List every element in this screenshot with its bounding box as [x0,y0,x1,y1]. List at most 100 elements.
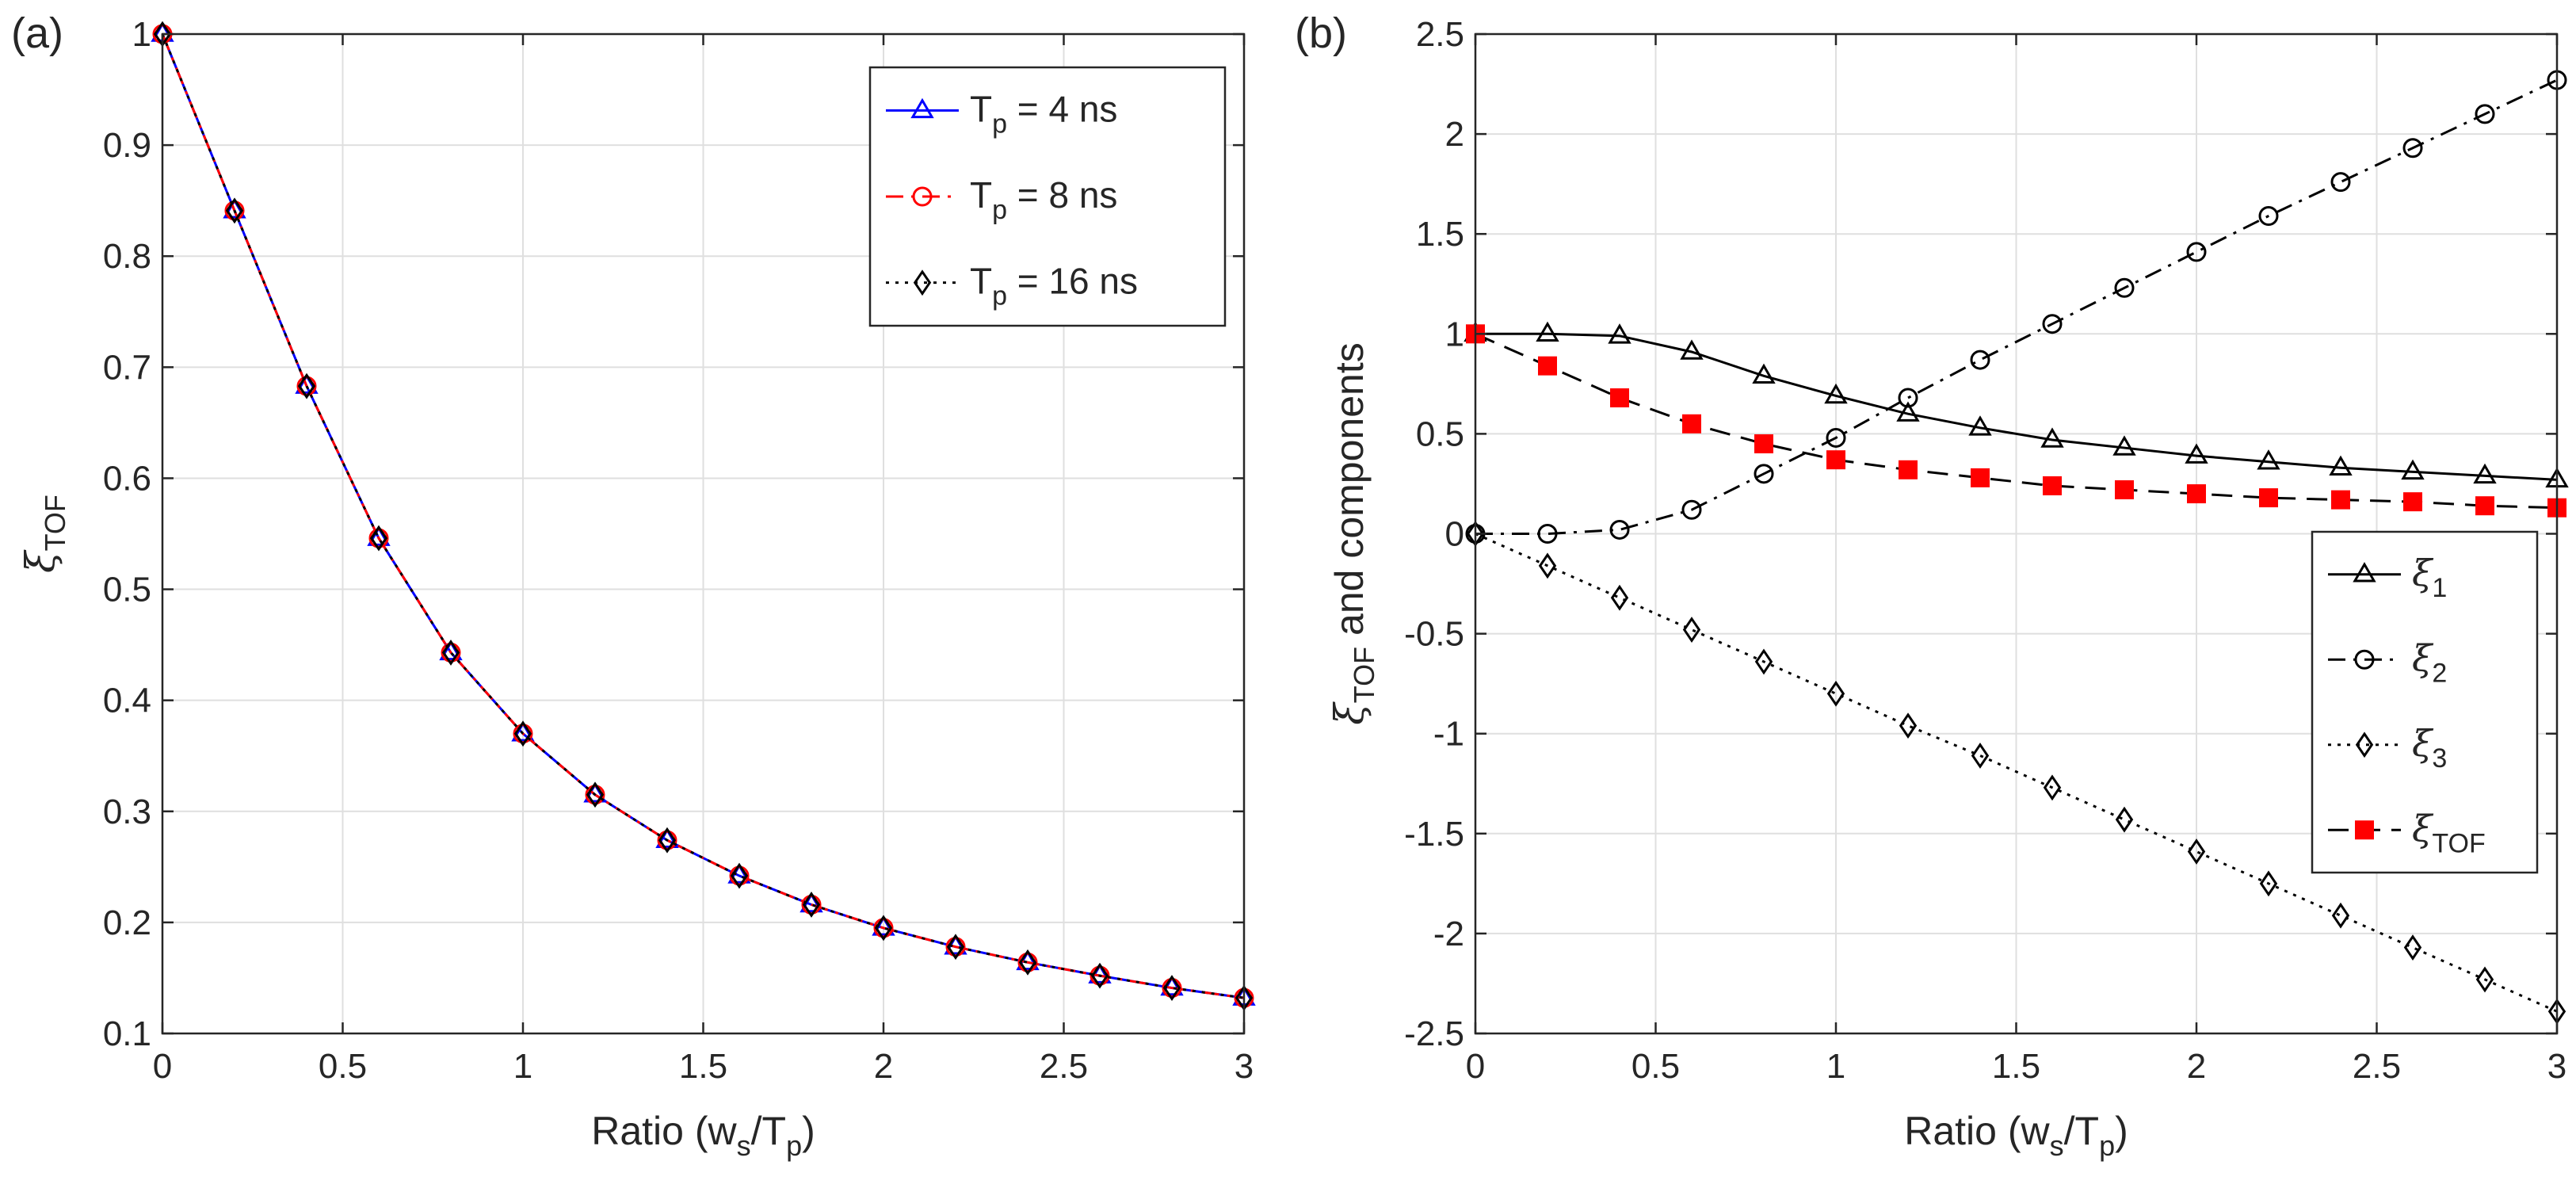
data-point [1898,388,1918,408]
legend-marker [2353,562,2376,583]
x-tick-label: 1 [513,1047,532,1086]
data-point [1682,414,1701,434]
data-point [946,934,965,961]
legend-item: Tp = 8 ns [886,174,1117,225]
data-point [2186,242,2207,262]
data-point [1826,680,1845,707]
series-2 [1465,70,2567,544]
data-point [1538,552,1557,579]
data-point [2331,490,2350,510]
legend-label: ξ1 [2412,552,2447,603]
data-point [2402,138,2423,159]
data-point [1826,450,1845,470]
data-point [1608,323,1631,344]
legend-marker [910,97,934,119]
y-tick-label: 0.8 [103,237,151,276]
x-tick-label: 2 [874,1047,893,1086]
y-tick-label: 2 [1445,115,1464,154]
x-tick-label: 0 [1466,1047,1485,1086]
x-tick-label: 1.5 [679,1047,727,1086]
legend-label: Tp = 16 ns [970,261,1138,311]
y-tick-label: 0 [1445,515,1464,554]
y-tick-label: 0.4 [103,682,151,720]
data-point [2040,427,2064,448]
data-point [441,640,460,666]
data-point [1896,401,1920,422]
data-point [1824,383,1848,404]
data-point [2115,806,2134,833]
y-tick-label: 0.1 [103,1014,151,1053]
data-point [2112,435,2136,456]
data-point [2475,496,2494,516]
legend-label: Tp = 8 ns [970,174,1117,225]
legend-item: ξ3 [2328,722,2447,774]
legend-item: Tp = 16 ns [886,261,1138,311]
y-tick-label: 2.5 [1416,15,1464,54]
data-point [225,197,244,224]
panel-a: 0 0.5 1 1.5 2 2.5 3 0.1 0.2 0.3 0.4 0.5 0.6 0.7 0.8 0.9… [11,10,1256,1162]
panel-label: (a) [11,10,63,57]
series-1 [1464,321,2569,488]
data-point [1536,321,1559,342]
y-tick-label: -1 [1433,715,1464,754]
data-point [1610,388,1629,408]
data-point [2043,476,2062,495]
data-point [586,781,605,808]
legend-marker [912,186,933,207]
legend: ξ1 ξ2 ξ3 ξTOF [2311,530,2539,874]
data-point [730,862,749,889]
x-tick-label: 2 [2187,1047,2206,1086]
y-tick-label: -1.5 [1404,815,1464,854]
data-point [2259,870,2278,897]
x-tick-label: 1.5 [1992,1047,2040,1086]
data-point [2185,443,2208,464]
data-point [2115,480,2134,500]
y-tick-label: 0.9 [103,126,151,165]
legend-item: ξ1 [2328,552,2447,603]
legend-label: ξTOF [2412,807,2486,858]
x-axis-label: Ratio (ws/Tp) [591,1109,815,1162]
data-point [1090,962,1109,989]
data-point [2330,172,2351,193]
legend-label: Tp = 4 ns [970,88,1117,139]
legend-marker [913,269,932,296]
data-point [1682,617,1701,643]
data-point [1680,339,1704,360]
x-tick-label: 0.5 [319,1047,367,1086]
series-line [1475,332,2558,510]
data-point [1971,468,1990,487]
data-point [2187,838,2206,865]
panel-label: (b) [1295,10,1347,57]
x-tick-label: 3 [1235,1047,1254,1086]
series-line [1475,78,2558,535]
y-tick-label: 0.6 [103,459,151,498]
legend-item: ξTOF [2328,807,2486,858]
y-tick-label: -2 [1433,915,1464,953]
data-point [2257,449,2280,470]
data-point [1826,427,1846,448]
data-point [1754,464,1774,484]
y-tick-label: 1 [1445,315,1464,353]
x-tick-label: 2.5 [2353,1047,2401,1086]
data-point [513,720,532,747]
x-tick-label: 0.5 [1631,1047,1680,1086]
legend-marker [2355,732,2374,758]
data-point [369,525,388,552]
data-point [1610,584,1629,611]
data-point [2043,774,2062,801]
x-tick-label: 3 [2547,1047,2566,1086]
series-line [1475,332,2558,481]
data-point [1681,499,1702,520]
data-point [874,915,893,942]
y-tick-label: 1 [132,15,151,54]
legend-marker [2355,820,2374,840]
y-tick-label: 0.3 [103,793,151,831]
data-point [658,827,677,854]
legend-item: Tp = 4 ns [886,88,1117,139]
data-point [2473,463,2497,484]
data-point [1537,524,1558,544]
series-line [1475,533,2558,1013]
data-point [2259,488,2278,508]
data-point [2475,104,2495,124]
x-axis-label: Ratio (ws/Tp) [1904,1109,2128,1162]
